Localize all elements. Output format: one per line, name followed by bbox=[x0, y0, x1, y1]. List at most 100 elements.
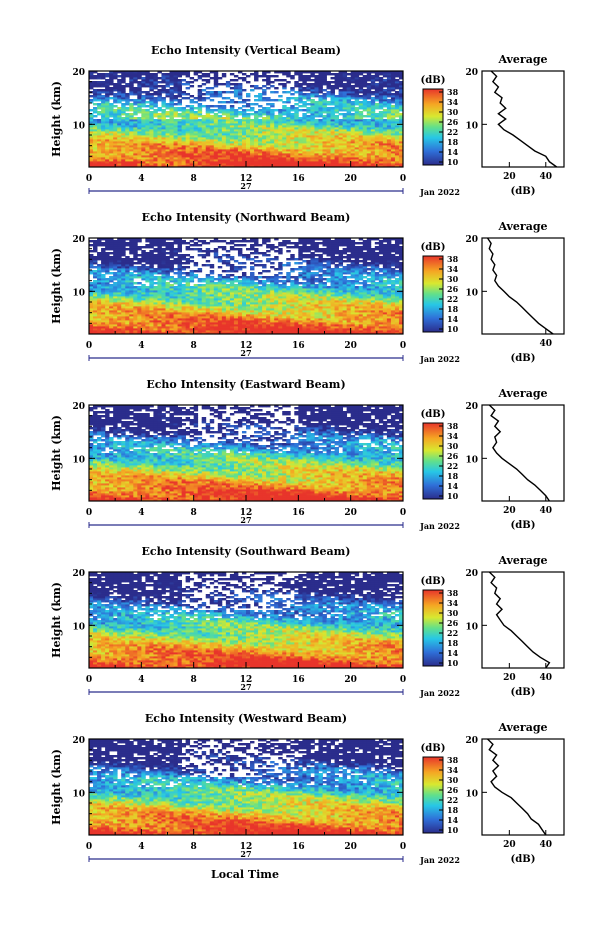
heatmap-cell bbox=[354, 332, 360, 335]
heatmap-cell bbox=[266, 131, 271, 134]
heatmap-cell bbox=[221, 294, 227, 297]
heatmap-cell bbox=[278, 117, 283, 120]
heatmap-cell bbox=[153, 125, 158, 128]
heatmap-cell bbox=[217, 155, 223, 158]
heatmap-cell bbox=[338, 139, 344, 142]
heatmap-cell bbox=[117, 79, 122, 82]
heatmap-cell bbox=[326, 302, 331, 305]
heatmap-cell bbox=[270, 302, 275, 305]
heatmap-cell bbox=[141, 322, 146, 325]
heatmap-cell bbox=[161, 296, 166, 299]
heatmap-cell bbox=[89, 115, 94, 118]
heatmap-cell bbox=[117, 127, 122, 130]
heatmap-cell bbox=[266, 326, 271, 329]
heatmap-cell bbox=[173, 73, 178, 76]
heatmap-cell bbox=[354, 298, 360, 301]
heatmap-cell bbox=[93, 139, 98, 142]
heatmap-cell bbox=[241, 145, 247, 148]
heatmap-cell bbox=[346, 149, 352, 152]
heatmap-cell bbox=[382, 161, 388, 164]
heatmap-cell bbox=[197, 320, 203, 323]
heatmap-cell bbox=[213, 316, 219, 319]
heatmap-cell bbox=[217, 143, 223, 146]
heatmap-cell bbox=[318, 155, 323, 158]
heatmap-cell bbox=[314, 147, 319, 150]
heatmap-cell bbox=[229, 147, 235, 150]
heatmap-cell bbox=[221, 314, 227, 317]
heatmap-cell bbox=[113, 143, 118, 146]
heatmap-cell bbox=[318, 324, 323, 327]
heatmap-cell bbox=[237, 165, 243, 168]
heatmap-cell bbox=[266, 294, 271, 297]
heatmap-cell bbox=[366, 143, 372, 146]
heatmap-cell bbox=[358, 314, 364, 317]
heatmap-cell bbox=[394, 328, 400, 331]
heatmap-cell bbox=[394, 103, 400, 106]
heatmap-cell bbox=[173, 308, 178, 311]
heatmap-cell bbox=[290, 123, 295, 126]
heatmap-cell bbox=[225, 143, 231, 146]
heatmap-cell bbox=[145, 314, 150, 317]
heatmap-cell bbox=[386, 332, 392, 335]
heatmap-cell bbox=[330, 312, 335, 315]
heatmap-cell bbox=[330, 93, 335, 96]
heatmap-cell bbox=[322, 107, 327, 110]
heatmap-cell bbox=[378, 149, 384, 152]
heatmap-cell bbox=[390, 137, 396, 140]
heatmap-cell bbox=[382, 328, 388, 331]
heatmap-cell bbox=[149, 141, 154, 144]
heatmap-cell bbox=[209, 320, 215, 323]
heatmap-cell bbox=[326, 320, 331, 323]
heatmap-cell bbox=[201, 153, 207, 156]
heatmap-cell bbox=[213, 320, 219, 323]
heatmap-cell bbox=[161, 302, 166, 305]
heatmap-cell bbox=[113, 101, 118, 104]
heatmap-cell bbox=[213, 143, 219, 146]
heatmap-cell bbox=[125, 133, 130, 136]
heatmap-cell bbox=[370, 123, 376, 126]
heatmap-cell bbox=[221, 320, 227, 323]
y-tick-label: 10 bbox=[72, 121, 85, 131]
heatmap-cell bbox=[310, 71, 315, 74]
heatmap-cell bbox=[306, 310, 311, 313]
heatmap-cell bbox=[370, 330, 376, 333]
heatmap-cell bbox=[270, 151, 275, 154]
heatmap-cell bbox=[89, 95, 94, 98]
heatmap-cell bbox=[350, 103, 356, 106]
heatmap-cell bbox=[113, 121, 118, 124]
heatmap-cell bbox=[370, 153, 376, 156]
heatmap-cell bbox=[237, 314, 243, 317]
heatmap-cell bbox=[145, 129, 150, 132]
heatmap-cell bbox=[205, 292, 211, 295]
heatmap-cell bbox=[105, 294, 110, 297]
heatmap-cell bbox=[97, 322, 102, 325]
heatmap-cell bbox=[153, 113, 158, 116]
heatmap-cell bbox=[113, 97, 118, 100]
heatmap-cell bbox=[398, 314, 404, 317]
heatmap-cell bbox=[241, 330, 247, 333]
heatmap-cell bbox=[354, 149, 360, 152]
heatmap-cell bbox=[209, 322, 215, 325]
heatmap-cell bbox=[370, 143, 376, 146]
heatmap-cell bbox=[233, 127, 239, 130]
heatmap-cell bbox=[129, 302, 134, 305]
heatmap-cell bbox=[153, 147, 158, 150]
heatmap-cell bbox=[185, 310, 191, 313]
heatmap-cell bbox=[270, 139, 275, 142]
heatmap-cell bbox=[193, 127, 199, 130]
heatmap-cell bbox=[97, 77, 102, 80]
heatmap-cell bbox=[213, 137, 219, 140]
heatmap-cell bbox=[89, 143, 94, 146]
heatmap-cell bbox=[282, 320, 287, 323]
heatmap-cell bbox=[145, 123, 150, 126]
heatmap-cell bbox=[374, 119, 380, 122]
heatmap-cell bbox=[105, 320, 110, 323]
heatmap-cell bbox=[374, 103, 380, 106]
heatmap-cell bbox=[342, 163, 348, 166]
heatmap-cell bbox=[338, 97, 344, 100]
heatmap-cell bbox=[141, 149, 146, 152]
heatmap-cell bbox=[237, 308, 243, 311]
heatmap-cell bbox=[310, 163, 315, 166]
heatmap-cell bbox=[314, 119, 319, 122]
heatmap-cell bbox=[157, 77, 162, 80]
